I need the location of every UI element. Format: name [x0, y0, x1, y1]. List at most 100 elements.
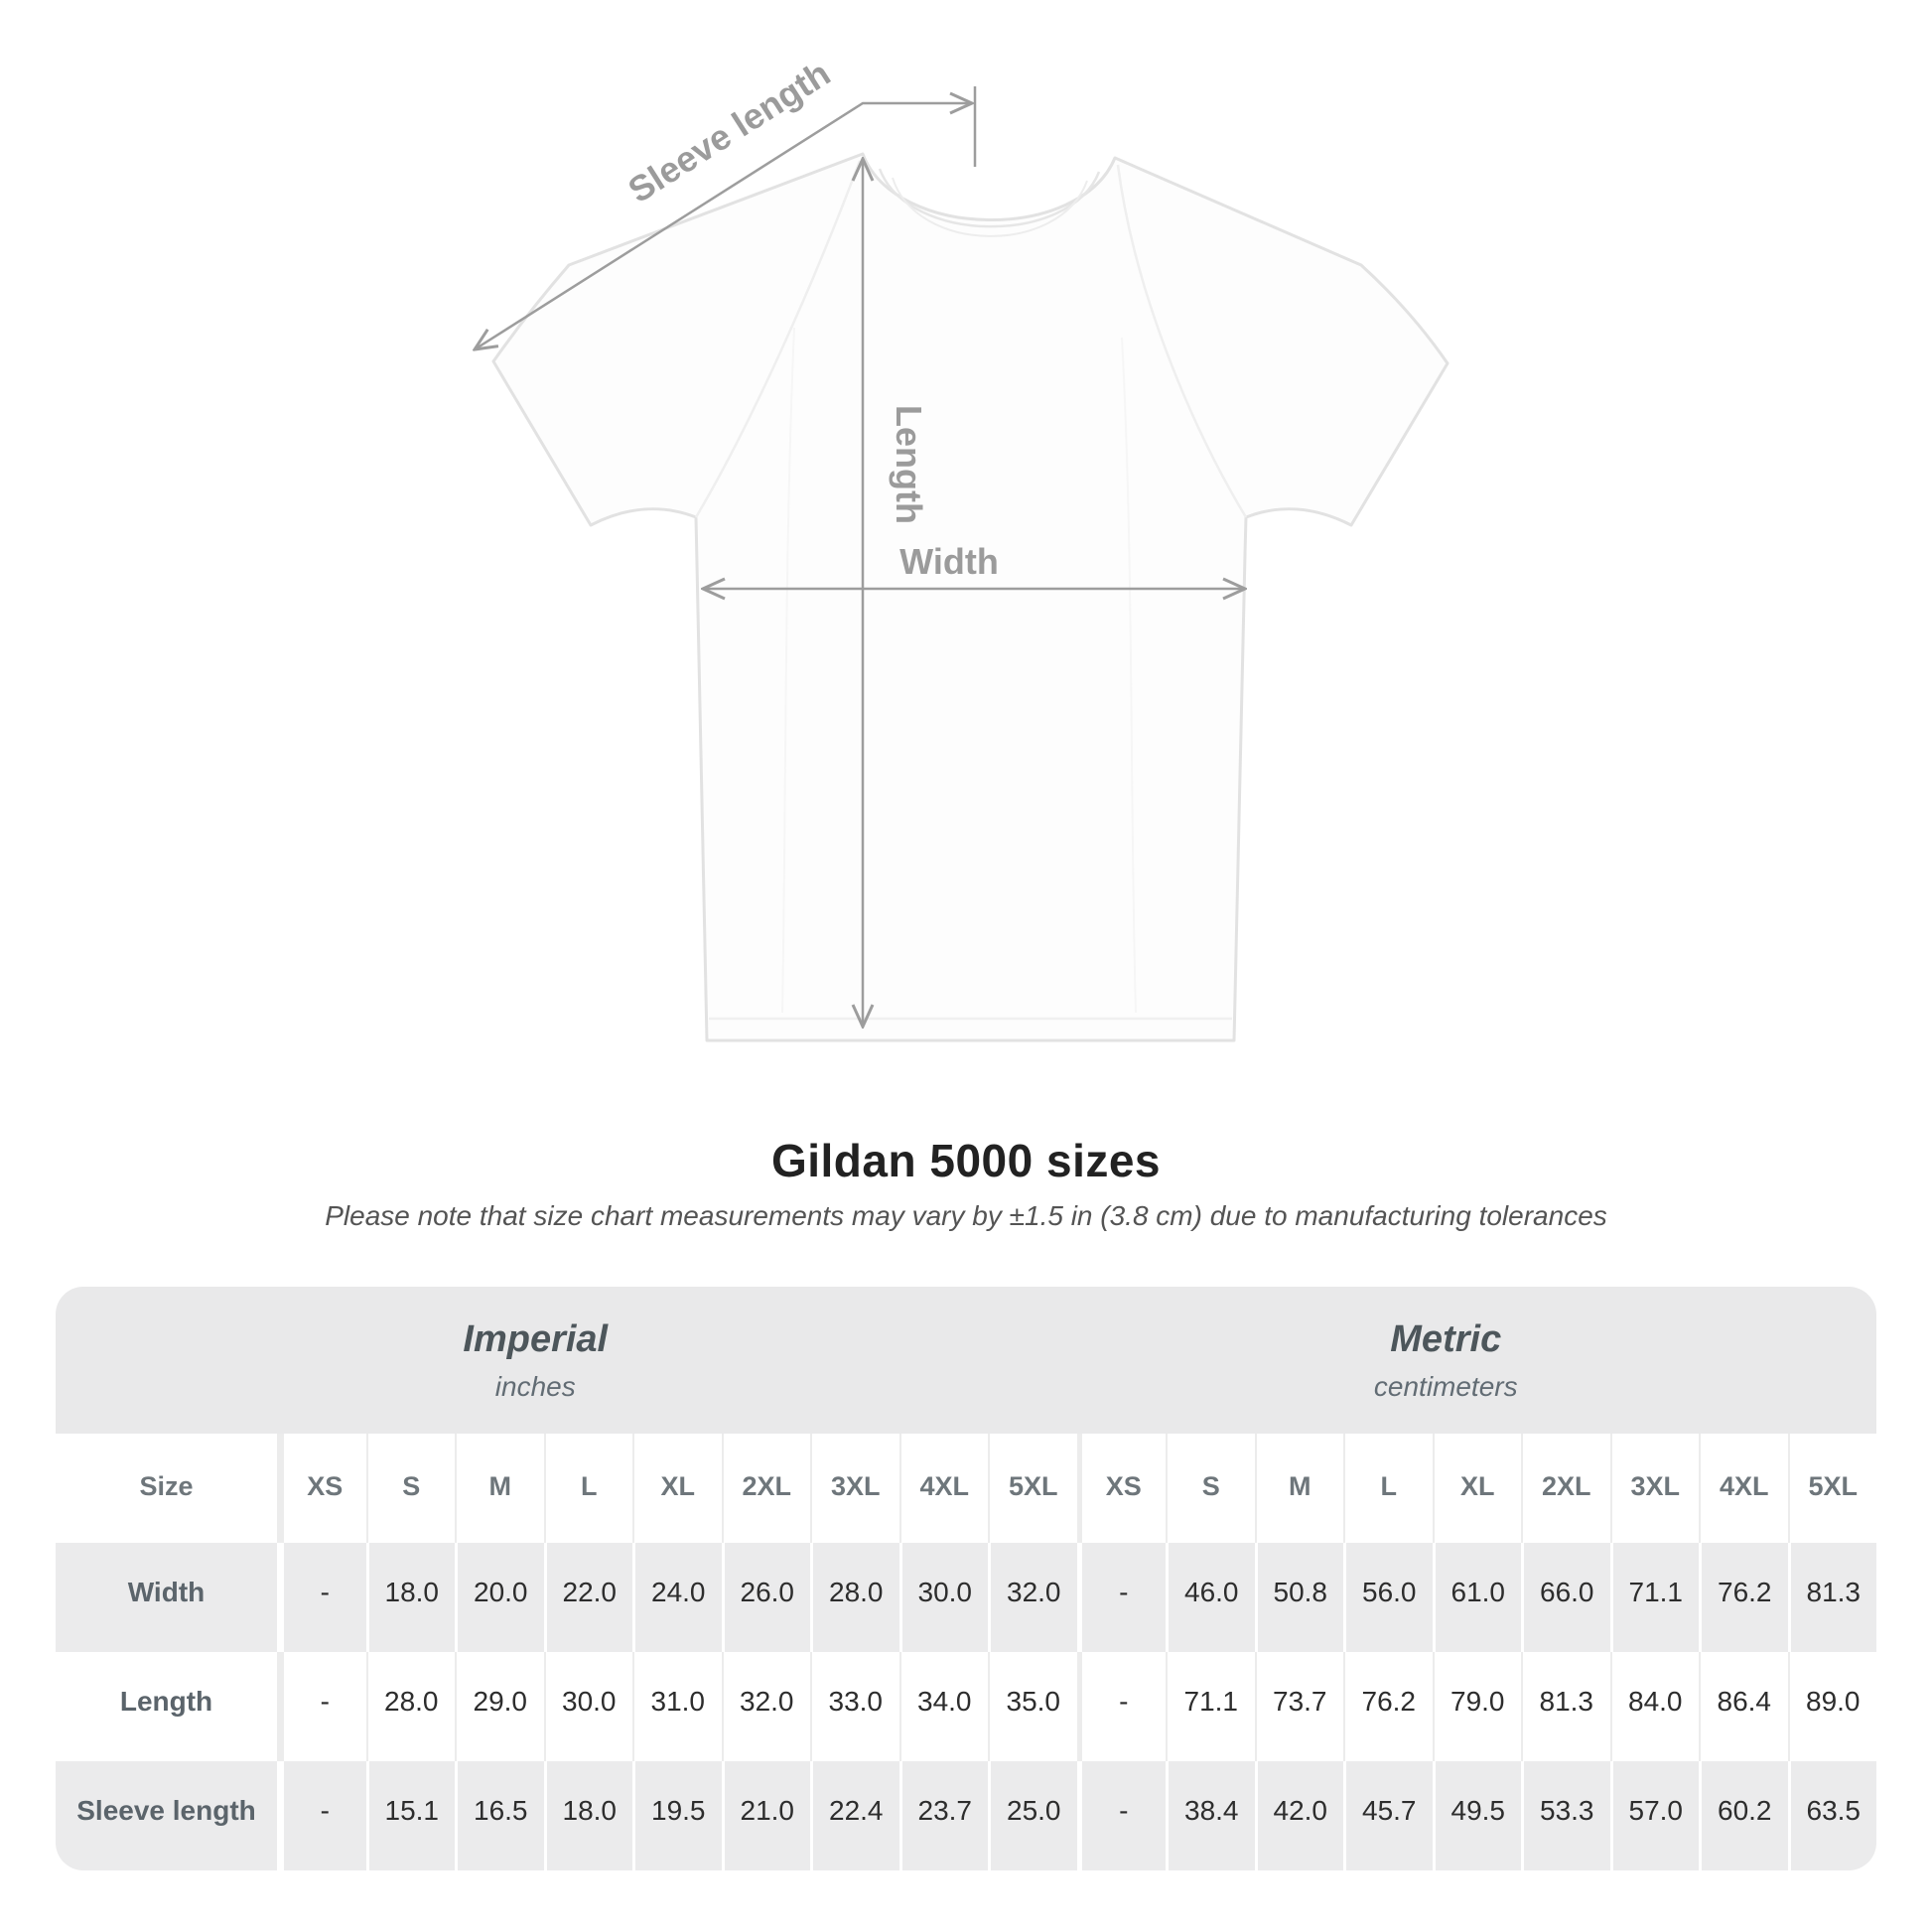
- cell-length-metric-4xl: 86.4: [1699, 1652, 1788, 1761]
- cell-sleeve-length-imperial-l: 18.0: [543, 1761, 633, 1870]
- cell-sleeve-length-metric-5xl: 63.5: [1787, 1761, 1877, 1870]
- cell-length-imperial-m: 29.0: [455, 1652, 544, 1761]
- cell-width-imperial-l: 22.0: [543, 1543, 633, 1652]
- cell-length-metric-xs: -: [1076, 1652, 1167, 1761]
- cell-sleeve-length-imperial-2xl: 21.0: [721, 1761, 811, 1870]
- cell-sleeve-length-metric-s: 38.4: [1166, 1761, 1255, 1870]
- metric-size-header-xl: XL: [1432, 1434, 1522, 1543]
- metric-size-header-5xl: 5XL: [1787, 1434, 1877, 1543]
- cell-width-metric-xl: 61.0: [1432, 1543, 1522, 1652]
- size-chart-table: Imperial inches Metric centimeters Size X…: [56, 1287, 1876, 1870]
- cell-width-imperial-4xl: 30.0: [898, 1543, 989, 1652]
- tolerance-note: Please note that size chart measurements…: [325, 1200, 1607, 1231]
- metric-size-header-2xl: 2XL: [1521, 1434, 1610, 1543]
- cell-length-imperial-3xl: 33.0: [810, 1652, 899, 1761]
- metric-size-header-m: M: [1254, 1434, 1344, 1543]
- metric-size-header-s: S: [1166, 1434, 1255, 1543]
- row-label-sleeve-length: Sleeve length: [76, 1795, 256, 1826]
- cell-sleeve-length-imperial-m: 16.5: [455, 1761, 544, 1870]
- size-header-row: Size XS S M L XL 2XL 3XL 4XL 5XL XS S M L XL 2XL 3XL 4XL 5…: [56, 1434, 1876, 1543]
- size-column-header: Size: [139, 1471, 194, 1501]
- cell-width-imperial-s: 18.0: [365, 1543, 456, 1652]
- unit-section-band: Imperial inches Metric centimeters: [56, 1287, 1876, 1434]
- fabric-fold: [1121, 337, 1137, 1014]
- imperial-size-header-xl: XL: [632, 1434, 722, 1543]
- fabric-fold: [781, 327, 795, 1014]
- cell-sleeve-length-imperial-xs: -: [277, 1761, 366, 1870]
- metric-section-unit: centimeters: [1373, 1370, 1518, 1402]
- metric-size-header-3xl: 3XL: [1609, 1434, 1700, 1543]
- measurement-row-length: Length -28.0 29.0 30.0 31.0 32.0 33.0 34.0 35.0-…: [56, 1652, 1876, 1761]
- cell-width-imperial-2xl: 26.0: [721, 1543, 811, 1652]
- cell-sleeve-length-imperial-xl: 19.5: [632, 1761, 722, 1870]
- cell-sleeve-length-metric-xs: -: [1076, 1761, 1167, 1870]
- imperial-size-header-3xl: 3XL: [810, 1434, 899, 1543]
- cell-width-imperial-5xl: 32.0: [988, 1543, 1077, 1652]
- imperial-section-unit: inches: [494, 1370, 576, 1402]
- size-table-grid: Size XS S M L XL 2XL 3XL 4XL 5XL XS S M L XL 2XL 3XL 4XL 5…: [56, 1434, 1876, 1870]
- cell-length-imperial-4xl: 34.0: [898, 1652, 989, 1761]
- cell-sleeve-length-imperial-s: 15.1: [365, 1761, 456, 1870]
- imperial-size-header-m: M: [455, 1434, 544, 1543]
- metric-size-header-l: L: [1343, 1434, 1433, 1543]
- cell-length-imperial-5xl: 35.0: [988, 1652, 1077, 1761]
- tshirt-outline: [491, 152, 1449, 1042]
- cell-length-metric-xl: 79.0: [1432, 1652, 1522, 1761]
- measurement-row-width: Width -18.0 20.0 22.0 24.0 26.0 28.0 30.0 32.0-4…: [56, 1543, 1876, 1652]
- cell-length-metric-m: 73.7: [1254, 1652, 1344, 1761]
- metric-size-header-4xl: 4XL: [1699, 1434, 1788, 1543]
- cell-sleeve-length-imperial-3xl: 22.4: [810, 1761, 899, 1870]
- imperial-size-header-2xl: 2XL: [721, 1434, 811, 1543]
- cell-sleeve-length-metric-xl: 49.5: [1432, 1761, 1522, 1870]
- cell-length-imperial-2xl: 32.0: [721, 1652, 811, 1761]
- cell-width-imperial-m: 20.0: [455, 1543, 544, 1652]
- cell-width-metric-l: 56.0: [1343, 1543, 1433, 1652]
- imperial-size-header-4xl: 4XL: [898, 1434, 989, 1543]
- imperial-size-header-5xl: 5XL: [988, 1434, 1077, 1543]
- sleeve-seam-right: [1116, 164, 1248, 518]
- cell-sleeve-length-metric-3xl: 57.0: [1609, 1761, 1700, 1870]
- imperial-section-header: Imperial inches: [56, 1287, 1016, 1434]
- cell-sleeve-length-metric-l: 45.7: [1343, 1761, 1433, 1870]
- cell-width-metric-5xl: 81.3: [1787, 1543, 1877, 1652]
- length-label: Length: [889, 405, 929, 524]
- cell-width-imperial-xl: 24.0: [632, 1543, 722, 1652]
- cell-length-metric-5xl: 89.0: [1787, 1652, 1877, 1761]
- page-title: Gildan 5000 sizes: [770, 1135, 1162, 1186]
- cell-width-metric-3xl: 71.1: [1609, 1543, 1700, 1652]
- imperial-size-header-s: S: [365, 1434, 456, 1543]
- cell-width-metric-2xl: 66.0: [1521, 1543, 1610, 1652]
- cell-length-imperial-xl: 31.0: [632, 1652, 722, 1761]
- cell-sleeve-length-metric-4xl: 60.2: [1699, 1761, 1788, 1870]
- cell-length-metric-s: 71.1: [1166, 1652, 1255, 1761]
- metric-section-header: Metric centimeters: [1016, 1287, 1876, 1434]
- cell-length-imperial-s: 28.0: [365, 1652, 456, 1761]
- cell-width-metric-4xl: 76.2: [1699, 1543, 1788, 1652]
- cell-length-metric-l: 76.2: [1343, 1652, 1433, 1761]
- cell-width-metric-xs: -: [1076, 1543, 1167, 1652]
- cell-width-metric-s: 46.0: [1166, 1543, 1255, 1652]
- cell-sleeve-length-metric-2xl: 53.3: [1521, 1761, 1610, 1870]
- metric-size-header-xs: XS: [1076, 1434, 1167, 1543]
- cell-length-imperial-l: 30.0: [543, 1652, 633, 1761]
- metric-section-title: Metric: [1390, 1317, 1502, 1360]
- cell-width-metric-m: 50.8: [1254, 1543, 1344, 1652]
- cell-width-imperial-xs: -: [277, 1543, 366, 1652]
- tshirt-measurement-diagram: Sleeve length Length Width: [0, 53, 1449, 1042]
- sleeve-length-arrow: [475, 103, 972, 349]
- row-label-width: Width: [127, 1577, 206, 1607]
- cell-sleeve-length-metric-m: 42.0: [1254, 1761, 1344, 1870]
- cell-sleeve-length-imperial-5xl: 25.0: [988, 1761, 1077, 1870]
- imperial-section-title: Imperial: [463, 1317, 609, 1360]
- cell-sleeve-length-imperial-4xl: 23.7: [898, 1761, 989, 1870]
- imperial-size-header-l: L: [543, 1434, 633, 1543]
- cell-length-metric-2xl: 81.3: [1521, 1652, 1610, 1761]
- cell-length-metric-3xl: 84.0: [1609, 1652, 1700, 1761]
- cell-length-imperial-xs: -: [277, 1652, 366, 1761]
- row-label-length: Length: [119, 1686, 213, 1717]
- width-label: Width: [899, 541, 999, 582]
- measurement-row-sleeve-length: Sleeve length -15.1 16.5 18.0 19.5 21.0 22.4 23…: [56, 1761, 1876, 1870]
- imperial-size-header-xs: XS: [277, 1434, 366, 1543]
- cell-width-imperial-3xl: 28.0: [810, 1543, 899, 1652]
